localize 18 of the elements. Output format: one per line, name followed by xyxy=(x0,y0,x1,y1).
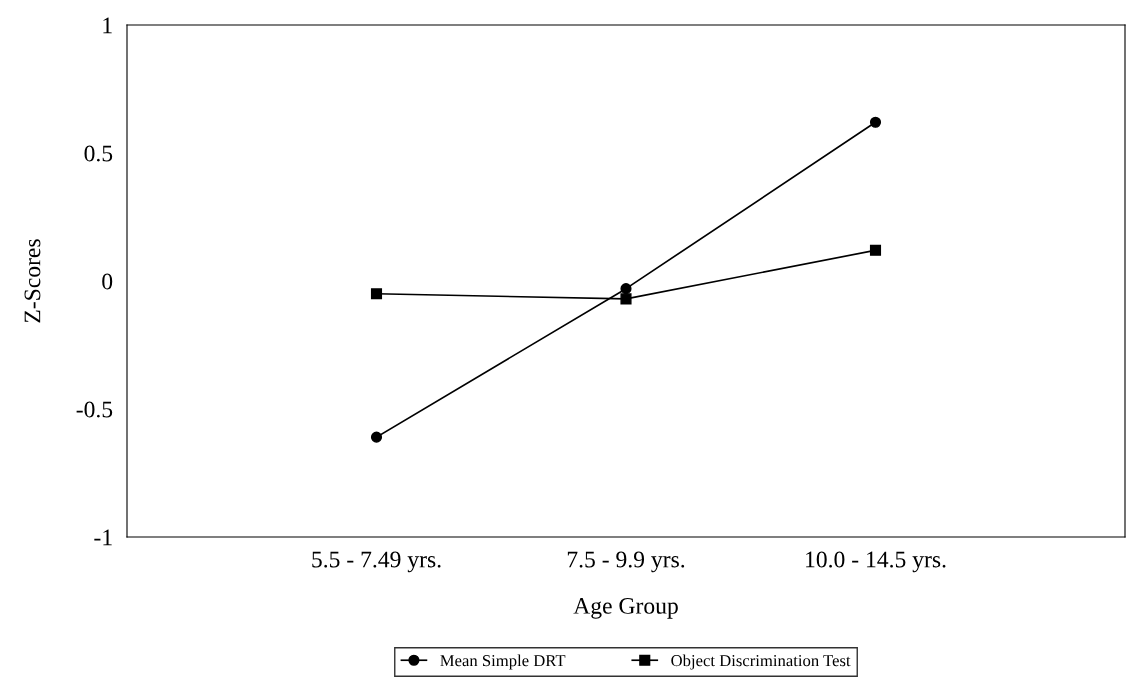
x-tick-label: 5.5 - 7.49 yrs. xyxy=(312,551,441,573)
y-tick-label: -1 xyxy=(94,529,112,546)
point xyxy=(869,244,882,256)
y-tick-label: -0.5 xyxy=(76,401,113,418)
point xyxy=(370,431,383,443)
legend-label: Object Discrimination Test xyxy=(671,654,851,670)
y-tick-label: 1 xyxy=(103,17,112,34)
point xyxy=(620,283,632,295)
x-tick-label: 10.0 - 14.5 yrs. xyxy=(806,551,946,573)
point xyxy=(370,288,383,300)
legend-label: Mean Simple DRT xyxy=(440,654,566,670)
point xyxy=(869,116,882,128)
y-axis-title: Z-Scores xyxy=(24,239,41,323)
x-axis-title: Age Group xyxy=(573,597,678,619)
y-tick-label: 0.5 xyxy=(84,145,113,162)
x-tick-label: 7.5 - 9.9 yrs. xyxy=(567,551,685,573)
point xyxy=(620,293,632,305)
y-tick-label: 0 xyxy=(102,273,113,290)
